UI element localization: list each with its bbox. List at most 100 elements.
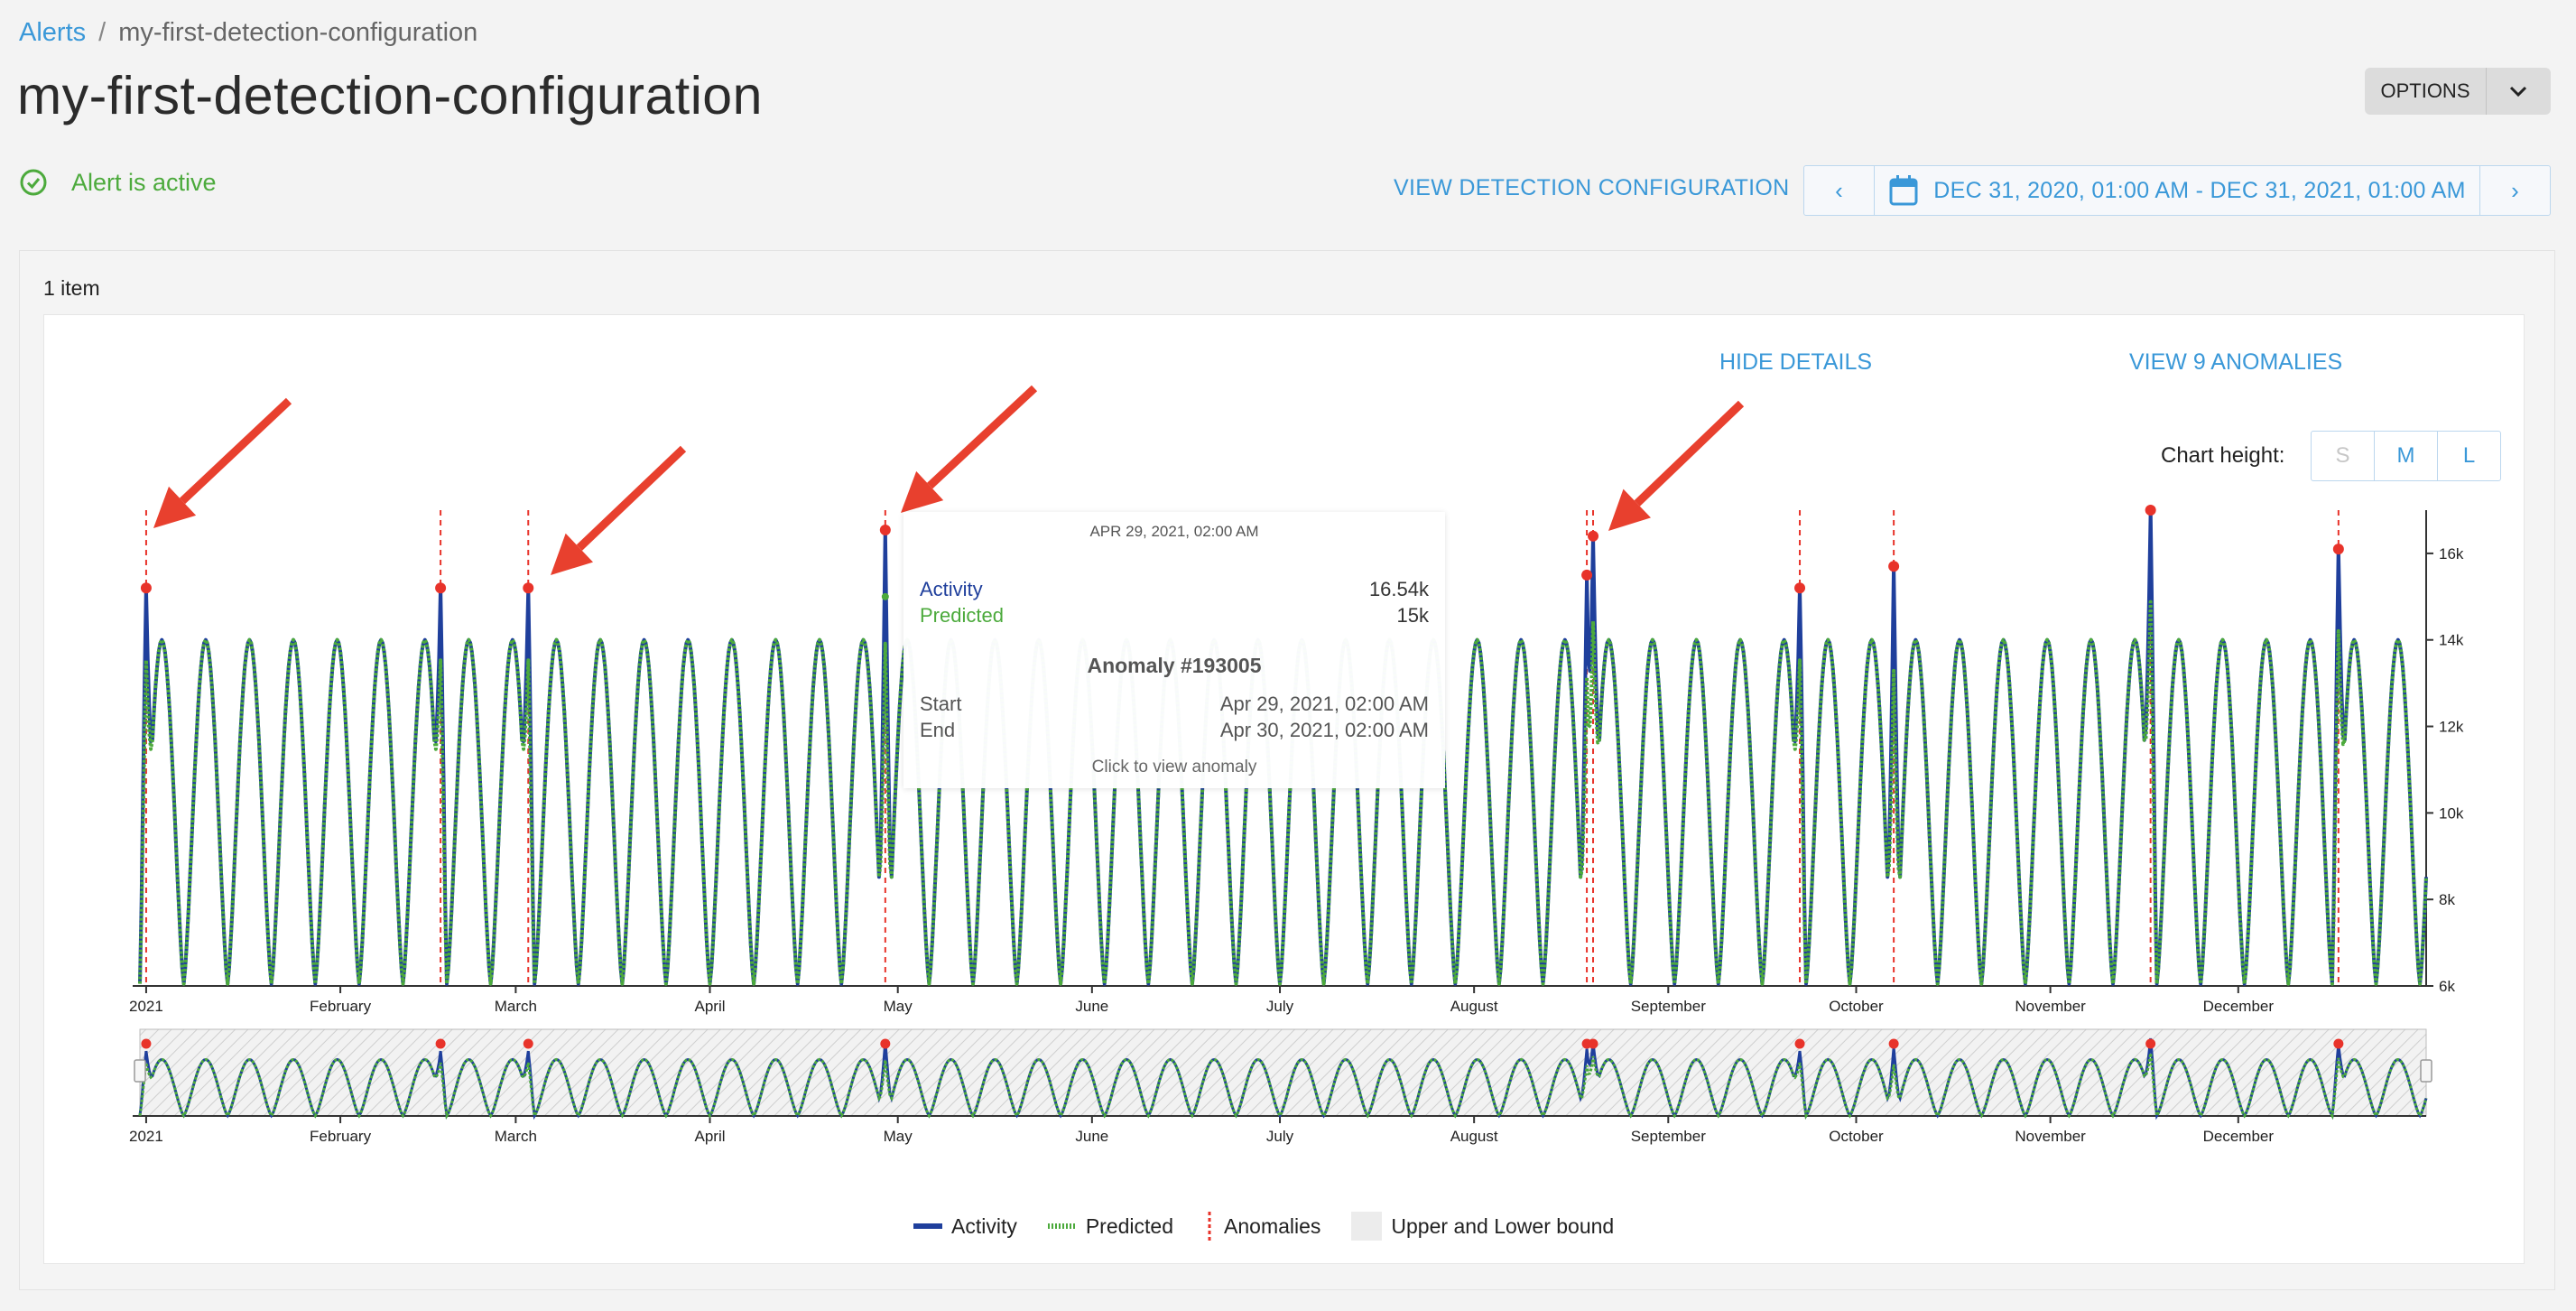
- navigator-anomaly-point[interactable]: [435, 1038, 446, 1049]
- anomaly-point[interactable]: [879, 525, 891, 536]
- check-circle-icon: [20, 169, 47, 196]
- anomaly-point[interactable]: [1588, 530, 1599, 542]
- navigator-x-tick-label: April: [695, 1128, 726, 1145]
- navigator-left-handle[interactable]: [134, 1059, 146, 1083]
- tooltip-start-value: Apr 29, 2021, 02:00 AM: [1219, 693, 1429, 715]
- x-tick-label: August: [1450, 998, 1498, 1015]
- tooltip-start-row: Start Apr 29, 2021, 02:00 AM: [920, 693, 1429, 716]
- x-tick-label: June: [1075, 998, 1108, 1015]
- x-tick-label: 2021: [129, 998, 163, 1015]
- chart-height-selector: S M L: [2311, 431, 2501, 481]
- navigator-x-tick-label: November: [2015, 1128, 2086, 1145]
- anomaly-point[interactable]: [140, 582, 152, 594]
- navigator-x-tick-label: February: [310, 1128, 372, 1145]
- tooltip-start-label: Start: [920, 693, 962, 715]
- tooltip-anomaly-title: Anomaly #193005: [1087, 654, 1262, 677]
- anomaly-point[interactable]: [435, 582, 447, 594]
- anomaly-point[interactable]: [1794, 582, 1806, 594]
- navigator-x-tick-label: May: [884, 1128, 913, 1145]
- y-tick-label: 8k: [2439, 891, 2455, 908]
- legend-bounds-label: Upper and Lower bound: [1391, 1213, 1615, 1238]
- anomaly-point[interactable]: [523, 582, 534, 594]
- annotation-arrow-shaft: [179, 397, 292, 505]
- y-tick-label: 14k: [2439, 632, 2464, 649]
- x-tick-label: February: [310, 998, 372, 1015]
- navigator-plot[interactable]: 2021 February March April May June July August S…: [129, 1028, 2432, 1145]
- legend-bounds[interactable]: Upper and Lower bound: [1351, 1212, 1614, 1241]
- options-button[interactable]: OPTIONS: [2365, 68, 2551, 115]
- legend-activity-swatch: [913, 1223, 942, 1229]
- navigator-anomaly-point[interactable]: [141, 1038, 152, 1049]
- breadcrumb: Alerts / my-first-detection-configuration: [19, 18, 477, 48]
- chart-height-s[interactable]: S: [2335, 443, 2350, 468]
- annotation-arrow-shaft: [1634, 400, 1745, 507]
- tooltip-predicted-label: Predicted: [920, 604, 1004, 627]
- x-tick-label: November: [2015, 998, 2086, 1015]
- anomaly-tooltip[interactable]: APR 29, 2021, 02:00 AM Activity 16.54k P…: [903, 512, 1445, 788]
- annotation-arrows: [153, 385, 1745, 575]
- next-range-button[interactable]: ›: [2479, 166, 2550, 215]
- navigator-right-handle[interactable]: [2420, 1059, 2432, 1083]
- date-range-display[interactable]: DEC 31, 2020, 01:00 AM - DEC 31, 2021, 0…: [1875, 174, 2479, 207]
- legend-bounds-swatch: [1351, 1212, 1383, 1241]
- breadcrumb-alerts-link[interactable]: Alerts: [19, 18, 87, 47]
- series-predicted-line: [138, 600, 2428, 986]
- tooltip-end-label: End: [920, 719, 956, 741]
- chart-height-m[interactable]: M: [2374, 432, 2437, 480]
- navigator-x-tick-label: July: [1266, 1128, 1294, 1145]
- legend-predicted-swatch: [1047, 1223, 1077, 1229]
- alert-status: Alert is active: [19, 168, 217, 197]
- anomaly-point[interactable]: [2145, 505, 2156, 516]
- chart-height-l[interactable]: L: [2437, 432, 2500, 480]
- navigator-anomaly-point[interactable]: [2333, 1038, 2344, 1049]
- x-tick-label: October: [1829, 998, 1884, 1015]
- legend-anomalies[interactable]: Anomalies: [1204, 1212, 1320, 1241]
- annotation-arrow-shaft: [927, 385, 1038, 489]
- predicted-point: [881, 592, 889, 600]
- navigator-predicted-line: [138, 1053, 2428, 1120]
- y-tick-label: 10k: [2439, 804, 2464, 822]
- legend-activity-label: Activity: [951, 1213, 1017, 1238]
- x-tick-label: May: [884, 998, 913, 1015]
- navigator-anomaly-point[interactable]: [2145, 1038, 2156, 1049]
- x-tick-label: December: [2203, 998, 2275, 1015]
- navigator-x-tick-label: 2021: [129, 1128, 163, 1145]
- navigator-x-tick-label: December: [2203, 1128, 2275, 1145]
- breadcrumb-current: my-first-detection-configuration: [118, 18, 478, 47]
- chevron-down-icon[interactable]: [2486, 68, 2550, 115]
- view-anomalies-button[interactable]: VIEW 9 ANOMALIES: [2129, 349, 2343, 375]
- navigator-anomaly-point[interactable]: [1588, 1038, 1598, 1049]
- main-plot: 16k 14k 12k 10k 8k 6k 2021 February March April Ma…: [129, 505, 2464, 1015]
- anomaly-point[interactable]: [1888, 561, 1900, 572]
- annotation-arrow-head: [1608, 488, 1651, 531]
- navigator-x-tick-label: October: [1829, 1128, 1884, 1145]
- navigator-x-tick-label: June: [1075, 1128, 1108, 1145]
- tooltip-activity-label: Activity: [920, 578, 983, 600]
- view-detection-configuration-button[interactable]: VIEW DETECTION CONFIGURATION: [1394, 175, 1790, 200]
- navigator-anomaly-point[interactable]: [1888, 1038, 1899, 1049]
- x-tick-label: July: [1266, 998, 1294, 1015]
- tooltip-activity-row: Activity 16.54k: [920, 578, 1429, 601]
- navigator-anomaly-point[interactable]: [880, 1038, 891, 1049]
- anomaly-point[interactable]: [2332, 544, 2344, 555]
- annotation-arrow-head: [551, 533, 594, 575]
- tooltip-predicted-value: 15k: [1396, 604, 1429, 627]
- navigator-anomaly-point[interactable]: [523, 1038, 533, 1049]
- hide-details-button[interactable]: HIDE DETAILS: [1719, 349, 1873, 375]
- anomaly-point[interactable]: [1581, 569, 1593, 581]
- page-title: my-first-detection-configuration: [17, 66, 763, 126]
- legend-activity[interactable]: Activity: [913, 1214, 1017, 1239]
- options-label: OPTIONS: [2380, 79, 2470, 102]
- tooltip-footer: Click to view anomaly: [1091, 758, 1257, 776]
- y-tick-label: 16k: [2439, 545, 2464, 563]
- annotation-arrow-shaft: [576, 445, 687, 551]
- navigator-x-tick-label: August: [1450, 1128, 1498, 1145]
- legend-predicted[interactable]: Predicted: [1047, 1214, 1173, 1239]
- tooltip-predicted-row: Predicted 15k: [920, 604, 1429, 628]
- legend-anomalies-label: Anomalies: [1224, 1213, 1321, 1238]
- x-tick-label: September: [1631, 998, 1706, 1015]
- previous-range-button[interactable]: ‹: [1804, 166, 1875, 215]
- annotation-arrow-head: [901, 470, 944, 513]
- navigator-anomaly-point[interactable]: [1794, 1038, 1805, 1049]
